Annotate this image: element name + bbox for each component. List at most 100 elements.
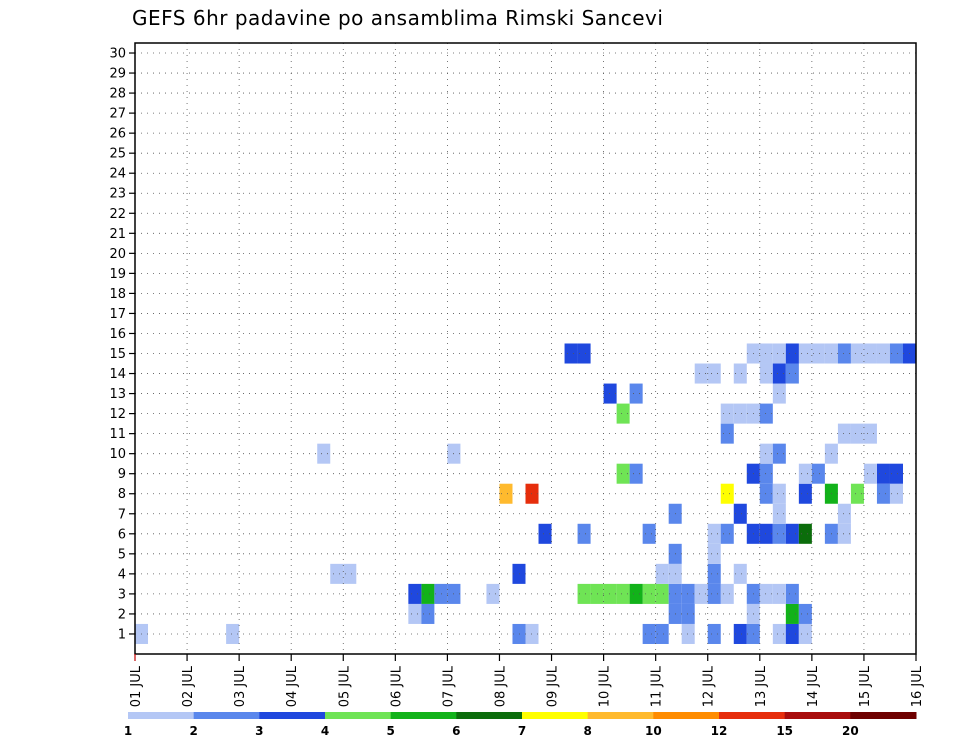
heatmap-cell	[772, 623, 786, 644]
y-tick-label: 1	[118, 627, 126, 642]
heatmap-cell	[421, 603, 435, 624]
y-tick-label: 15	[109, 347, 126, 362]
y-tick-label: 10	[109, 447, 126, 462]
y-tick-label: 13	[109, 387, 126, 402]
heatmap-cell	[603, 383, 617, 404]
heatmap-cell	[525, 483, 539, 504]
heatmap-cell	[707, 583, 721, 604]
heatmap-cell	[811, 463, 825, 484]
y-tick-label: 5	[118, 547, 126, 562]
heatmap-cell	[772, 583, 786, 604]
y-tick-label: 7	[118, 507, 126, 522]
heatmap-cell	[850, 483, 864, 504]
colorbar-segment	[128, 712, 195, 719]
heatmap-cell	[759, 583, 773, 604]
colorbar-segment	[653, 712, 720, 719]
heatmap-cell	[863, 343, 877, 364]
heatmap-cell	[785, 623, 799, 644]
heatmap-cell	[616, 583, 630, 604]
heatmap-cell	[785, 523, 799, 544]
heatmap-cell	[343, 563, 357, 584]
colorbar-label: 2	[189, 724, 197, 738]
heatmap-cell	[785, 603, 799, 624]
heatmap-cell	[798, 523, 812, 544]
heatmap-cell	[642, 523, 656, 544]
heatmap-cell	[707, 523, 721, 544]
colorbar-segment	[259, 712, 326, 719]
y-tick-label: 2	[118, 607, 126, 622]
x-tick-label: 13 JUL	[754, 665, 769, 707]
heatmap-cell	[772, 443, 786, 464]
heatmap-cell	[759, 443, 773, 464]
heatmap-cell	[759, 363, 773, 384]
heatmap-cell	[876, 343, 890, 364]
heatmap-cell	[486, 583, 500, 604]
y-tick-label: 12	[109, 407, 126, 422]
heatmap-cell	[785, 583, 799, 604]
colorbar-label: 15	[776, 724, 793, 738]
heatmap-cell	[694, 583, 708, 604]
heatmap-cell	[837, 343, 851, 364]
y-tick-label: 6	[118, 527, 126, 542]
heatmap-cell	[707, 363, 721, 384]
heatmap-cell	[707, 543, 721, 564]
y-tick-label: 28	[109, 87, 126, 102]
colorbar-label: 7	[518, 724, 526, 738]
heatmap-cell	[850, 343, 864, 364]
heatmap-cell	[837, 503, 851, 524]
heatmap-cell	[733, 403, 747, 424]
heatmap-cell	[772, 343, 786, 364]
heatmap-cell	[720, 423, 734, 444]
plot-frame	[134, 42, 917, 655]
heatmap-cell	[317, 443, 331, 464]
heatmap-cell	[720, 483, 734, 504]
heatmap-cell	[226, 623, 240, 644]
colorbar-label: 3	[255, 724, 263, 738]
y-tick-label: 25	[109, 147, 126, 162]
heatmap-cell	[330, 563, 344, 584]
x-tick-label: 11 JUL	[650, 665, 665, 707]
colorbar-label: 5	[386, 724, 394, 738]
heatmap-cell	[772, 503, 786, 524]
y-tick-label: 17	[109, 307, 126, 322]
heatmap-cell	[798, 623, 812, 644]
colorbar-label: 10	[645, 724, 662, 738]
y-tick-label: 26	[109, 127, 126, 142]
heatmap-cell	[681, 583, 695, 604]
heatmap-cell	[759, 523, 773, 544]
colorbar-segment	[850, 712, 917, 719]
heatmap-cell	[837, 423, 851, 444]
x-tick-label: 01 JUL	[129, 665, 144, 707]
heatmap-cell	[525, 623, 539, 644]
heatmap-cell	[538, 523, 552, 544]
y-tick-label: 9	[118, 467, 126, 482]
y-tick-label: 23	[109, 187, 126, 202]
heatmap-cell	[772, 363, 786, 384]
heatmap-cell	[577, 523, 591, 544]
heatmap-cell	[642, 623, 656, 644]
x-tick-label: 08 JUL	[493, 665, 508, 707]
heatmap-cell	[863, 463, 877, 484]
heatmap-cell	[564, 343, 578, 364]
y-tick-label: 29	[109, 67, 126, 82]
y-tick-label: 16	[109, 327, 126, 342]
y-tick-label: 19	[109, 267, 126, 282]
heatmap-cell	[681, 623, 695, 644]
heatmap-cell	[733, 503, 747, 524]
y-tick-label: 22	[109, 207, 126, 222]
y-tick-label: 18	[109, 287, 126, 302]
heatmap-cell	[655, 563, 669, 584]
x-tick-label: 02 JUL	[181, 665, 196, 707]
colorbar-label: 1	[124, 724, 132, 738]
heatmap-cell	[889, 483, 903, 504]
heatmap-cell	[629, 583, 643, 604]
heatmap-cell	[759, 483, 773, 504]
heatmap-cell	[785, 363, 799, 384]
heatmap-cell	[772, 483, 786, 504]
y-tick-label: 3	[118, 587, 126, 602]
x-tick-label: 10 JUL	[598, 665, 613, 707]
heatmap-cell	[759, 403, 773, 424]
y-tick-label: 30	[109, 47, 126, 62]
heatmap-cell	[421, 583, 435, 604]
